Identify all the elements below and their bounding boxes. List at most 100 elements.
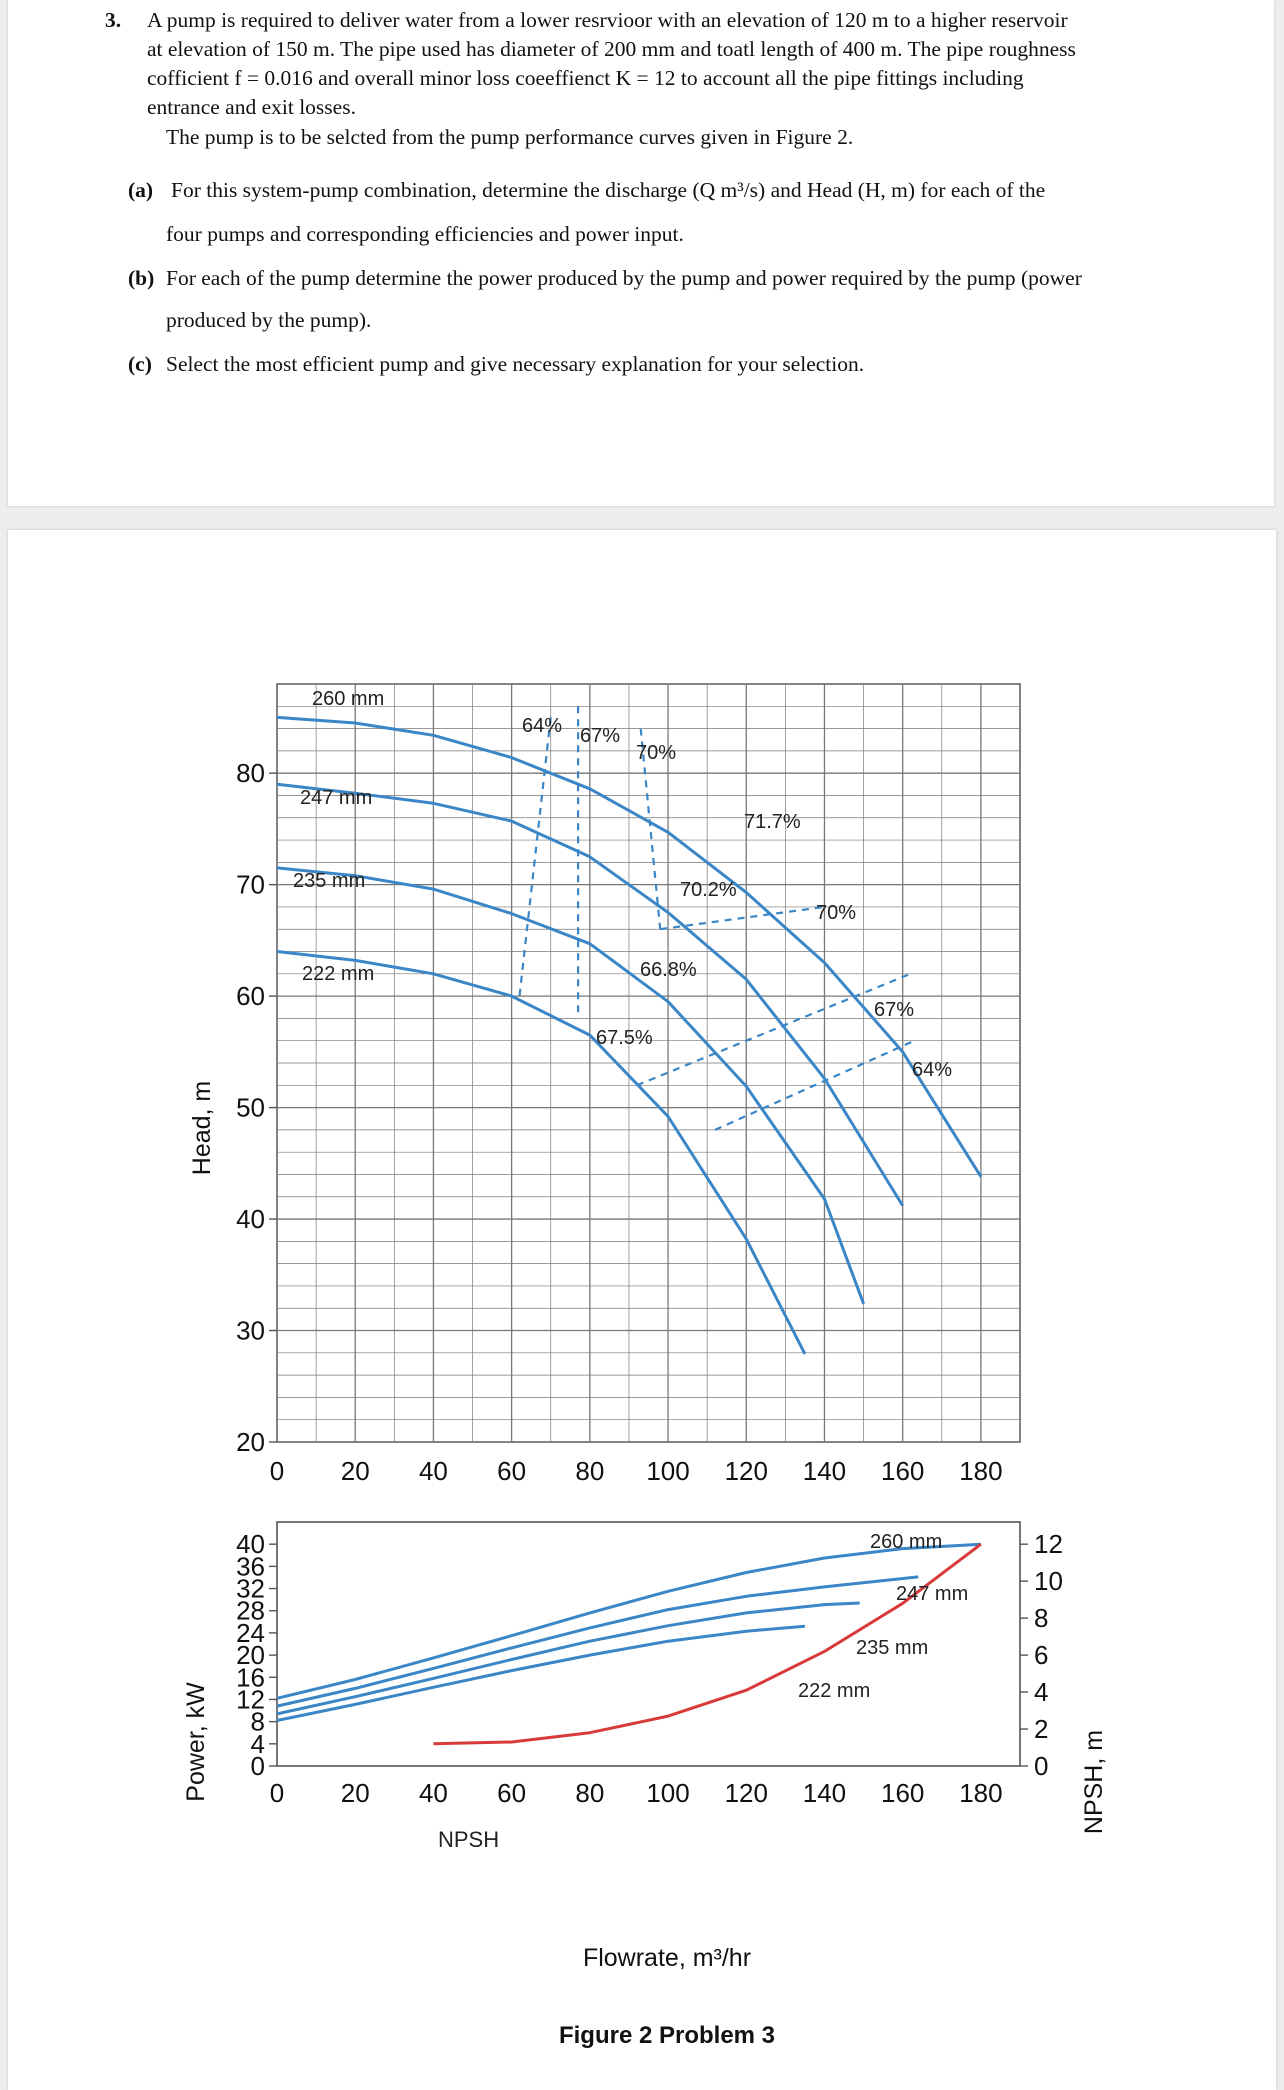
label-247mm: 247 mm	[300, 787, 372, 809]
part-a-text: For this system-pump combination, determ…	[171, 178, 1046, 202]
power-y-tick-label: 16	[236, 1662, 265, 1692]
efficiency-dash-line	[636, 972, 911, 1087]
power-x-tick-label: 120	[725, 1778, 768, 1808]
part-b-text: For each of the pump determine the power…	[166, 266, 1082, 290]
npsh-y-tick-label: 2	[1034, 1714, 1048, 1744]
npsh-y-tick-label: 0	[1034, 1751, 1048, 1781]
power-axis-label: Power, kW	[182, 1682, 210, 1802]
part-b-label: (b)	[128, 266, 155, 290]
head-curve-260mm	[276, 715, 983, 1178]
head-x-tick-label: 0	[270, 1456, 284, 1486]
power-x-tick-label: 0	[270, 1778, 284, 1808]
head-y-tick-label: 80	[236, 758, 265, 788]
eff-label: 70%	[816, 902, 856, 924]
head-x-tick-label: 120	[725, 1456, 768, 1486]
head-y-tick-label: 40	[236, 1204, 265, 1234]
npsh-y-tick-label: 6	[1034, 1640, 1048, 1670]
npsh-y-tick-label: 10	[1034, 1566, 1063, 1596]
npsh-axis-label: NPSH, m	[1080, 1730, 1108, 1834]
flow-axis-label: Flowrate, m³/hr	[583, 1944, 751, 1972]
npsh-curve-label: NPSH	[438, 1827, 499, 1852]
power-x-tick-label: 20	[341, 1778, 370, 1808]
head-x-tick-label: 140	[803, 1456, 846, 1486]
head-y-tick-label: 70	[236, 870, 265, 900]
efficiency-dash-line	[660, 905, 825, 931]
eff-label: 71.7%	[744, 811, 801, 833]
figure-caption: Figure 2 Problem 3	[559, 2022, 775, 2049]
head-curves	[276, 715, 983, 1355]
power-y-tick-label: 36	[236, 1551, 265, 1581]
select-line: The pump is to be selcted from the pump …	[166, 125, 854, 149]
head-x-tick-label: 80	[575, 1456, 604, 1486]
efficiency-lines	[518, 706, 915, 1131]
head-curve-235mm	[276, 866, 866, 1305]
label-power-235mm: 235 mm	[856, 1637, 928, 1659]
power-y-tick-label: 24	[236, 1618, 265, 1648]
head-axis-label: Head, m	[188, 1081, 216, 1175]
power-y-tick-label: 8	[251, 1707, 265, 1737]
eff-label: 70%	[636, 742, 676, 764]
head-y-tick-label: 30	[236, 1316, 265, 1346]
power-y-tick-label: 12	[236, 1684, 265, 1714]
part-a-text: four pumps and corresponding efficiencie…	[166, 222, 684, 246]
npsh-y-tick-label: 12	[1034, 1529, 1063, 1559]
npsh-curve	[433, 1543, 982, 1746]
power-x-tick-label: 140	[803, 1778, 846, 1808]
head-curve-222mm	[276, 950, 807, 1355]
eff-label: 64%	[912, 1059, 952, 1081]
power-curve-222mm	[276, 1624, 806, 1722]
eff-label: 67.5%	[596, 1027, 653, 1049]
power-curve-260mm	[276, 1542, 981, 1700]
label-222mm: 222 mm	[302, 963, 374, 985]
label-260mm: 260 mm	[312, 688, 384, 710]
power-x-tick-label: 180	[959, 1778, 1002, 1808]
intro-line: at elevation of 150 m. The pipe used has…	[147, 37, 1076, 61]
power-y-tick-label: 28	[236, 1596, 265, 1626]
head-y-tick-label: 20	[236, 1427, 265, 1457]
power-y-tick-label: 0	[251, 1751, 265, 1781]
label-235mm: 235 mm	[293, 870, 365, 892]
head-y-tick-label: 50	[236, 1093, 265, 1123]
power-y-tick-label: 40	[236, 1529, 265, 1559]
eff-label: 64%	[522, 715, 562, 737]
power-y-tick-label: 4	[251, 1729, 265, 1759]
eff-label: 67%	[874, 999, 914, 1021]
head-x-tick-label: 160	[881, 1456, 924, 1486]
part-a-label: (a)	[128, 178, 154, 202]
efficiency-dash-line	[714, 1039, 915, 1131]
head-x-tick-label: 180	[959, 1456, 1002, 1486]
part-b-text: produced by the pump).	[166, 308, 372, 332]
intro-line: entrance and exit losses.	[147, 95, 356, 119]
intro-line: A pump is required to deliver water from…	[147, 8, 1068, 32]
power-y-tick-label: 32	[236, 1574, 265, 1604]
eff-label: 66.8%	[640, 959, 697, 981]
head-y-tick-label: 60	[236, 981, 265, 1011]
question-card: 3. A pump is required to deliver water f…	[8, 0, 1274, 506]
head-x-tick-label: 60	[497, 1456, 526, 1486]
power-curve-235mm	[276, 1601, 860, 1716]
figure-card: 20 30 40 50 60 70 80 0 20 40 60 80 100 120 140 160 180 0…	[8, 530, 1276, 2090]
problem-number: 3.	[105, 8, 122, 32]
label-power-222mm: 222 mm	[798, 1680, 870, 1702]
eff-label: 70.2%	[680, 879, 737, 901]
head-curve-247mm	[276, 782, 904, 1207]
part-c-text: Select the most efficient pump and give …	[166, 352, 865, 376]
eff-label: 67%	[580, 725, 620, 747]
npsh-y-tick-label: 4	[1034, 1677, 1048, 1707]
power-curve-247mm	[276, 1575, 919, 1708]
power-y-tick-label: 20	[236, 1640, 265, 1670]
label-power-247mm: 247 mm	[896, 1583, 968, 1605]
intro-line: cofficient f = 0.016 and overall minor l…	[147, 66, 1024, 90]
power-x-tick-label: 160	[881, 1778, 924, 1808]
power-x-tick-label: 80	[575, 1778, 604, 1808]
power-curves	[276, 1542, 982, 1746]
power-x-tick-label: 40	[419, 1778, 448, 1808]
head-x-tick-label: 20	[341, 1456, 370, 1486]
label-power-260mm: 260 mm	[870, 1531, 942, 1553]
power-x-tick-label: 60	[497, 1778, 526, 1808]
part-c-label: (c)	[128, 352, 152, 376]
head-x-tick-label: 40	[419, 1456, 448, 1486]
